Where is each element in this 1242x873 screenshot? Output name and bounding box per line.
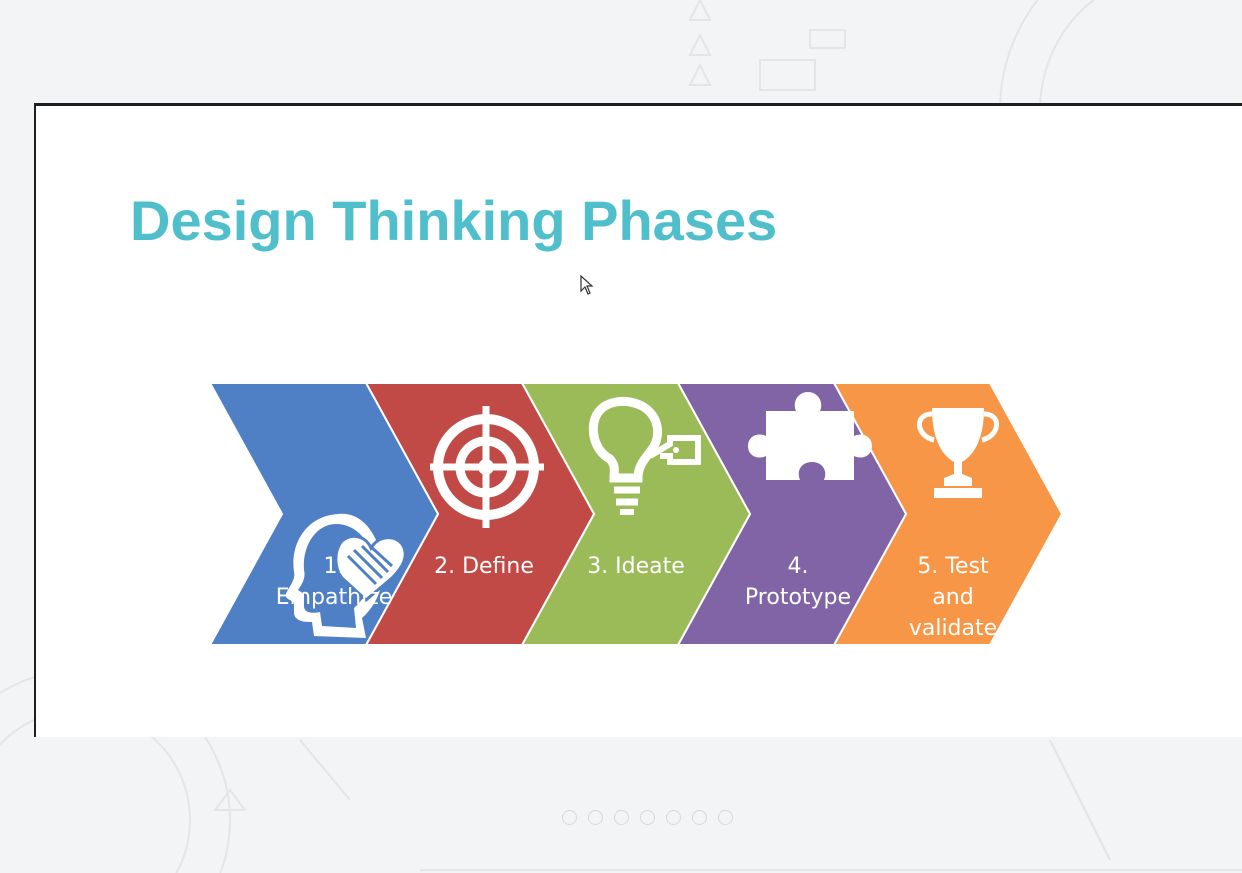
slide: Design Thinking Phases <box>34 103 1242 737</box>
phase-label-test: 5. Test and validate <box>908 554 998 641</box>
pagination-dot <box>588 810 603 825</box>
phase-label-prototype: 4. Prototype <box>744 554 852 610</box>
puzzle-piece-icon <box>748 392 872 480</box>
pagination-dot <box>666 810 681 825</box>
lightbulb-icon <box>588 396 701 515</box>
pagination-dot <box>692 810 707 825</box>
phase-label-empathize: 1. Empathize <box>275 554 393 610</box>
phase-icons <box>285 392 999 638</box>
mouse-cursor-icon <box>580 275 594 295</box>
pagination-dots <box>562 810 733 825</box>
pagination-dot <box>640 810 655 825</box>
pagination-dot <box>562 810 577 825</box>
phase-label-define: 2. Define <box>434 554 534 579</box>
head-heart-icon <box>285 513 407 638</box>
pagination-dot <box>718 810 733 825</box>
phase-label-ideate: 3. Ideate <box>587 554 685 579</box>
trophy-icon <box>917 408 999 498</box>
phase-chevrons <box>208 382 1064 646</box>
pagination-dot <box>614 810 629 825</box>
slide-title: Design Thinking Phases <box>130 189 778 252</box>
target-icon <box>430 406 544 528</box>
